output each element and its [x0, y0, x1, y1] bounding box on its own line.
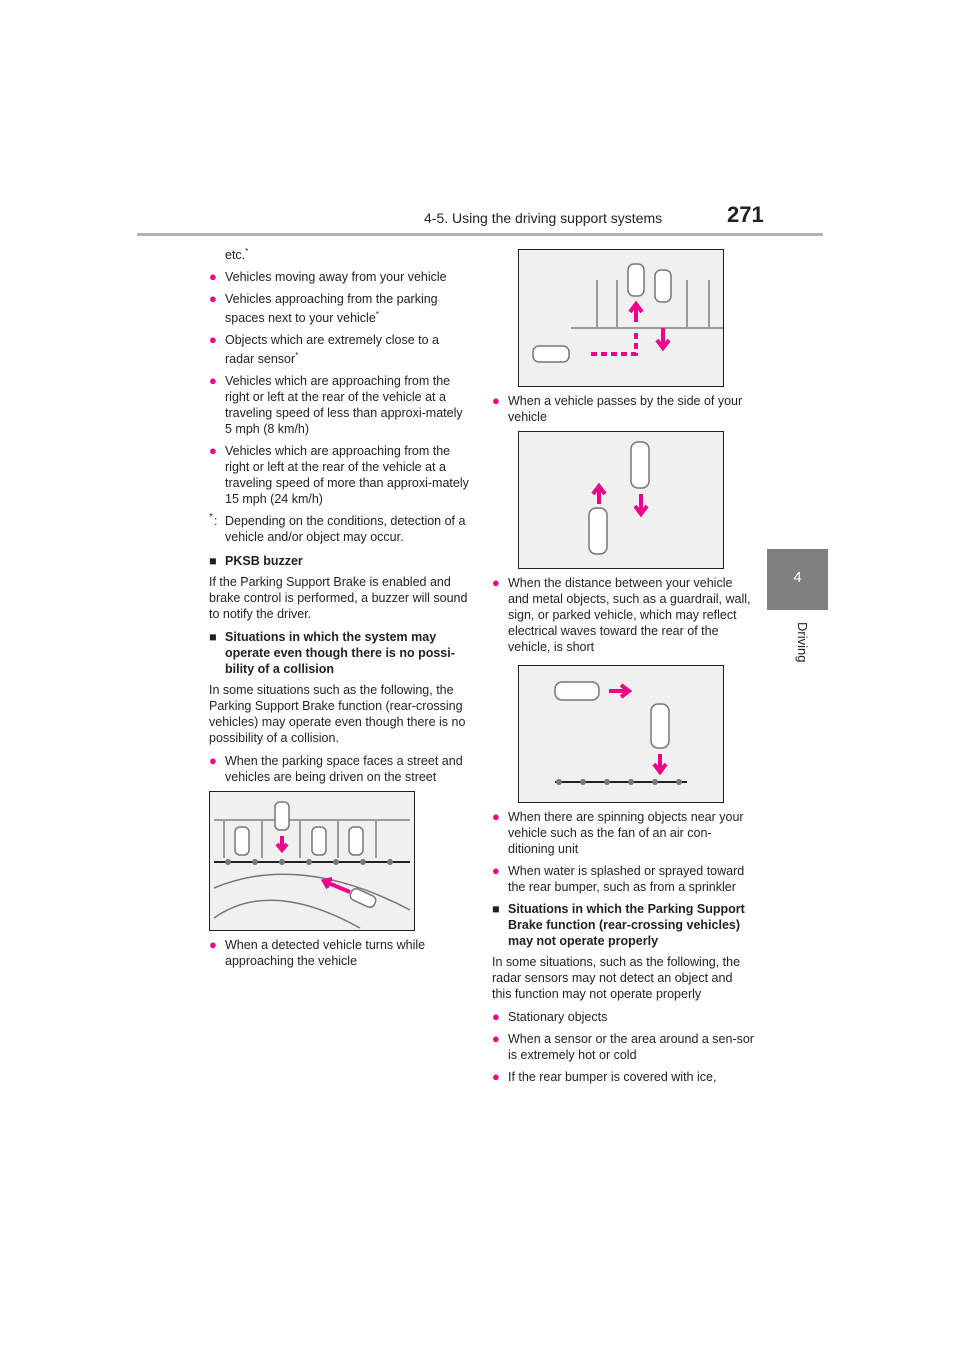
- right-column: ● When a vehicle passes by the side of yo…: [492, 249, 754, 1091]
- list-item: ● If the rear bumper is covered with ice,: [492, 1069, 717, 1084]
- list-item: ● Objects which are extremely close to a …: [209, 332, 439, 367]
- bullet-icon: ●: [209, 373, 217, 389]
- chapter-tab: 4: [767, 549, 828, 610]
- bullet-icon: ●: [209, 332, 217, 348]
- bullet-icon: ●: [492, 1009, 500, 1024]
- heading-pksb-buzzer: ■ PKSB buzzer: [209, 554, 303, 569]
- chapter-number: 4: [793, 569, 802, 586]
- list-item: ● When a detected vehicle turns while app…: [209, 937, 426, 969]
- list-item: ● When the parking space faces a street a…: [209, 753, 463, 785]
- list-item: ● When water is splashed or sprayed towar…: [492, 863, 745, 894]
- list-item: ● When a vehicle passes by the side of yo…: [492, 393, 743, 424]
- bullet-icon: ●: [492, 809, 500, 824]
- bullet-icon: ●: [209, 753, 217, 769]
- etc-line: etc.*: [225, 247, 249, 263]
- paragraph: In some situations, such as the followin…: [492, 955, 741, 1001]
- list-item: ● Vehicles approaching from the parking s…: [209, 291, 438, 326]
- bullet-icon: ●: [492, 1069, 500, 1084]
- list-item: ● When there are spinning objects near yo…: [492, 809, 744, 856]
- bullet-icon: ●: [492, 575, 500, 590]
- chapter-label: Driving: [795, 622, 810, 663]
- square-icon: ■: [209, 630, 217, 645]
- list-item: ● Vehicles which are approaching from the…: [209, 373, 463, 437]
- list-item: ● Stationary objects: [492, 1009, 608, 1024]
- square-icon: ■: [209, 554, 217, 569]
- square-icon: ■: [492, 902, 500, 916]
- passing-vehicle-illustration: [518, 431, 724, 569]
- heading-false-operation: ■ Situations in which the system may oper…: [209, 630, 455, 677]
- bullet-icon: ●: [492, 393, 500, 408]
- page-number: 271: [727, 202, 764, 227]
- bullet-icon: ●: [209, 269, 217, 285]
- bullet-icon: ●: [209, 443, 217, 459]
- heading-may-not-operate: ■ Situations in which the Parking Support…: [492, 902, 745, 948]
- bullet-icon: ●: [209, 291, 217, 307]
- list-item: ● When a sensor or the area around a sen-…: [492, 1031, 754, 1062]
- paragraph: If the Parking Support Brake is enabled …: [209, 575, 468, 622]
- street-parking-illustration: [209, 791, 415, 932]
- list-item: ● Vehicles moving away from your vehicle: [209, 269, 447, 285]
- footnote: *: Depending on the conditions, detection…: [209, 512, 466, 545]
- list-item: ● When the distance between your vehicle …: [492, 575, 751, 654]
- section-title: 4-5. Using the driving support systems: [424, 210, 663, 226]
- list-item: ● Vehicles which are approaching from the…: [209, 443, 469, 507]
- paragraph: In some situations such as the following…: [209, 683, 466, 746]
- header-rule: [137, 233, 823, 236]
- chapter-label-box: Driving: [790, 622, 810, 682]
- parking-spaces-illustration: [518, 249, 724, 387]
- bullet-icon: ●: [209, 937, 217, 953]
- bullet-icon: ●: [492, 1031, 500, 1046]
- left-column: etc.* ● Vehicles moving away from your ve…: [209, 244, 471, 975]
- guardrail-illustration: [518, 665, 724, 803]
- bullet-icon: ●: [492, 863, 500, 878]
